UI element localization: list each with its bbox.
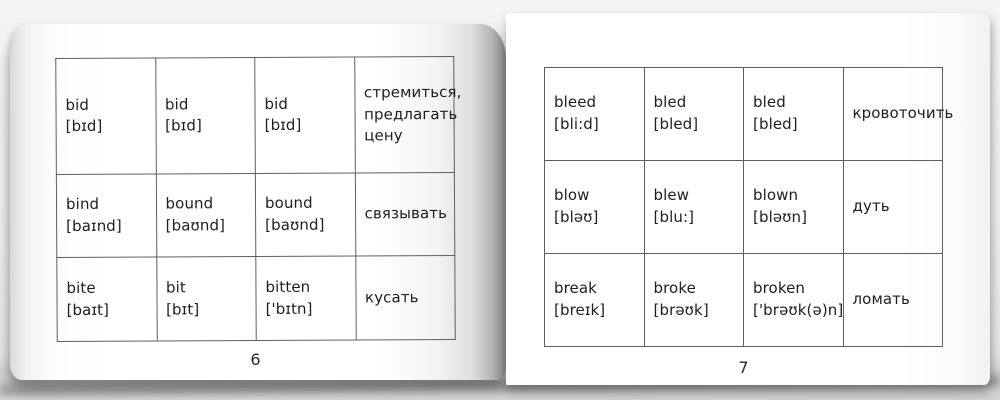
verb-cell-participle: bound [baʊnd] xyxy=(255,172,356,257)
verb-cell-base: bid [bɪd] xyxy=(55,58,156,175)
verb-cell-participle: bled [bled] xyxy=(743,67,844,161)
verb-ipa: [bləʊn] xyxy=(753,208,808,226)
verb-ipa: [baʊnd] xyxy=(165,216,226,235)
verb-cell-past: bled [bled] xyxy=(643,67,744,161)
verb-translation: стремиться, предлагать цену xyxy=(363,82,462,145)
page-gutter-shading xyxy=(472,24,506,380)
verb-cell-base: bleed [bli:d] xyxy=(544,67,645,161)
verb-ipa: ['bɪtn] xyxy=(265,299,313,318)
page-number-left: 6 xyxy=(250,350,261,369)
verb-cell-translation: ломать xyxy=(842,253,943,347)
verb-word: bid xyxy=(65,95,90,114)
verb-ipa: [baɪt] xyxy=(66,300,110,319)
verb-ipa: [bləʊ] xyxy=(554,208,599,226)
verb-ipa: ['brəʊk(ə)n] xyxy=(753,301,844,319)
verb-translation: дуть xyxy=(852,197,890,216)
verb-cell-past: bound [baʊnd] xyxy=(155,173,256,258)
verb-word: broke xyxy=(653,279,696,298)
verb-cell-participle: bitten ['bɪtn] xyxy=(255,256,356,341)
verb-word: blown xyxy=(753,186,799,205)
verb-ipa: [bled] xyxy=(753,115,798,133)
table-row: bid [bɪd] bid [bɪd] bid [bɪd] стремиться… xyxy=(55,56,462,175)
verb-ipa: [brəʊk] xyxy=(653,301,709,319)
verb-ipa: [bɪd] xyxy=(65,117,103,136)
book-page-right: bleed [bli:d] bled [bled] bled [bled] кр… xyxy=(506,13,990,385)
verb-cell-base: break [breɪk] xyxy=(544,253,645,347)
verb-translation: ломать xyxy=(852,290,910,309)
verb-cell-translation: стремиться, предлагать цену xyxy=(354,56,462,173)
verb-ipa: [bɪd] xyxy=(165,116,202,135)
verb-word: bled xyxy=(753,93,786,112)
verb-word: bound xyxy=(165,194,214,213)
verb-word: break xyxy=(554,279,597,298)
page-number-right: 7 xyxy=(738,358,749,377)
table-row: blow [bləʊ] blew [blu:] blown [bləʊn] ду… xyxy=(544,160,943,254)
verb-translation: кусать xyxy=(364,287,419,307)
verb-cell-translation: кровоточить xyxy=(842,67,954,161)
table-row: bite [baɪt] bit [bɪt] bitten ['bɪtn] кус… xyxy=(56,255,456,342)
book-page-left: bid [bɪd] bid [bɪd] bid [bɪd] стремиться… xyxy=(10,24,506,380)
verb-cell-base: bite [baɪt] xyxy=(56,257,157,342)
verb-word: blew xyxy=(653,186,690,205)
verb-cell-participle: bid [bɪd] xyxy=(254,56,355,174)
table-row: bind [baɪnd] bound [baʊnd] bound [baʊnd]… xyxy=(56,172,455,258)
verb-word: bound xyxy=(264,194,313,213)
table-row: bleed [bli:d] bled [bled] bled [bled] кр… xyxy=(544,67,954,161)
verb-ipa: [bli:d] xyxy=(554,115,599,133)
verb-ipa: [bɪt] xyxy=(166,299,200,319)
verb-cell-past: broke [brəʊk] xyxy=(643,253,744,347)
verb-word: bid xyxy=(264,94,289,113)
verb-cell-base: bind [baɪnd] xyxy=(56,173,157,258)
verb-cell-past: blew [blu:] xyxy=(643,160,744,254)
verb-cell-past: bid [bɪd] xyxy=(155,57,256,174)
verb-table-left: bid [bɪd] bid [bɪd] bid [bɪd] стремиться… xyxy=(55,56,462,342)
verb-cell-participle: blown [bləʊn] xyxy=(743,160,844,254)
verb-cell-translation: связывать xyxy=(354,172,455,257)
table-row: break [breɪk] broke [brəʊk] broken ['brə… xyxy=(544,253,943,347)
verb-table-right: bleed [bli:d] bled [bled] bled [bled] кр… xyxy=(544,67,954,347)
verb-word: bid xyxy=(164,94,189,114)
verb-word: bleed xyxy=(554,93,597,112)
verb-word: bite xyxy=(66,278,96,297)
verb-ipa: [baɪnd] xyxy=(66,216,122,236)
verb-cell-participle: broken ['brəʊk(ə)n] xyxy=(743,253,844,347)
page-edge-highlight xyxy=(506,13,520,385)
verb-ipa: [bled] xyxy=(653,115,699,133)
verb-word: bind xyxy=(65,195,100,214)
verb-ipa: [breɪk] xyxy=(554,301,606,319)
verb-word: bled xyxy=(653,93,687,112)
verb-translation: кровоточить xyxy=(852,104,954,123)
verb-ipa: [blu:] xyxy=(653,208,695,226)
verb-translation: связывать xyxy=(364,204,448,223)
verb-cell-translation: дуть xyxy=(842,160,943,254)
verb-word: bitten xyxy=(265,277,311,296)
verb-cell-translation: кусать xyxy=(355,255,456,340)
verb-ipa: [baʊnd] xyxy=(265,215,325,235)
verb-word: bit xyxy=(165,278,186,297)
verb-cell-past: bit [bɪt] xyxy=(156,256,257,342)
verb-ipa: [bɪd] xyxy=(264,116,302,135)
verb-cell-base: blow [bləʊ] xyxy=(544,160,645,254)
verb-word: blow xyxy=(554,186,590,205)
verb-word: broken xyxy=(753,279,806,298)
